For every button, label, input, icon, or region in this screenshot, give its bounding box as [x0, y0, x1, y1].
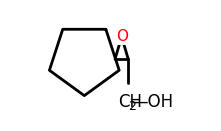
Text: —OH: —OH	[131, 93, 173, 111]
Text: O: O	[116, 29, 128, 44]
Text: 2: 2	[128, 100, 136, 113]
Text: CH: CH	[118, 93, 142, 111]
